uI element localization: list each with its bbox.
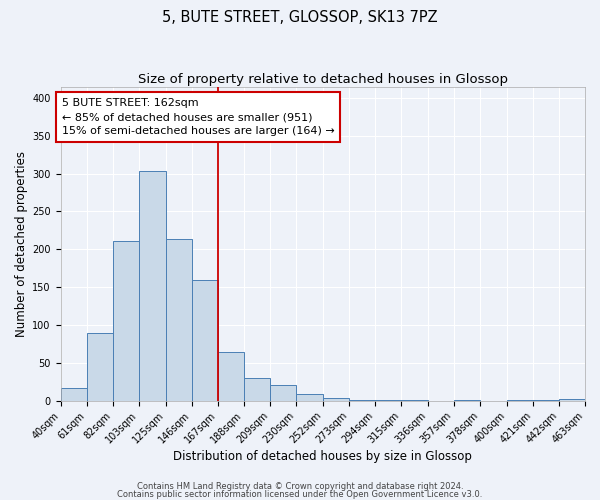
Text: Contains HM Land Registry data © Crown copyright and database right 2024.: Contains HM Land Registry data © Crown c… <box>137 482 463 491</box>
Bar <box>218 352 244 401</box>
Bar <box>166 240 192 400</box>
Bar <box>323 398 349 400</box>
Title: Size of property relative to detached houses in Glossop: Size of property relative to detached ho… <box>138 72 508 86</box>
Text: 5, BUTE STREET, GLOSSOP, SK13 7PZ: 5, BUTE STREET, GLOSSOP, SK13 7PZ <box>162 10 438 25</box>
Bar <box>139 170 166 400</box>
X-axis label: Distribution of detached houses by size in Glossop: Distribution of detached houses by size … <box>173 450 472 462</box>
Bar <box>192 280 218 400</box>
Bar <box>559 399 585 400</box>
Y-axis label: Number of detached properties: Number of detached properties <box>15 150 28 336</box>
Bar <box>86 334 113 400</box>
Bar <box>244 378 270 400</box>
Bar <box>270 386 296 400</box>
Bar <box>296 394 323 400</box>
Text: Contains public sector information licensed under the Open Government Licence v3: Contains public sector information licen… <box>118 490 482 499</box>
Bar <box>61 388 86 400</box>
Text: 5 BUTE STREET: 162sqm
← 85% of detached houses are smaller (951)
15% of semi-det: 5 BUTE STREET: 162sqm ← 85% of detached … <box>62 98 335 136</box>
Bar <box>113 241 139 400</box>
